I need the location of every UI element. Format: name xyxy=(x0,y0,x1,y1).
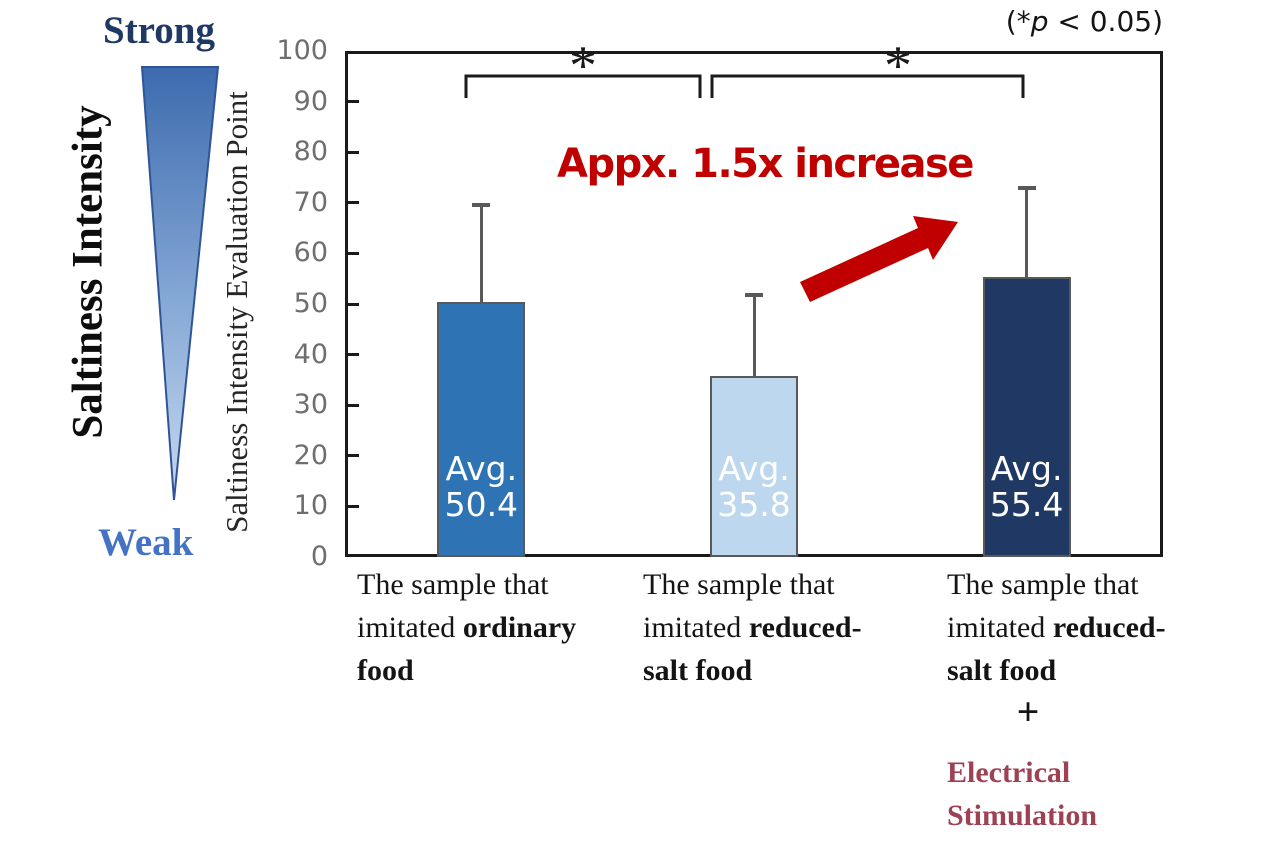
category-label-ordinary-food: The sample that imitated ordinary food xyxy=(357,563,657,692)
error-bar-cap xyxy=(745,292,763,297)
category-label-line: food xyxy=(357,649,657,692)
bar-avg-label: Avg. 50.4 xyxy=(439,448,523,524)
category-label-line: imitated ordinary xyxy=(357,606,657,649)
category-label-reduced-salt-food: The sample that imitated reduced-salt foo… xyxy=(643,563,943,692)
y-tick-label: 30 xyxy=(293,389,328,421)
saltiness-intensity-title: Saltiness Intensity xyxy=(64,105,112,439)
electrical-stimulation-line: Stimulation xyxy=(947,799,1098,832)
category-label-text: imitated xyxy=(357,611,463,644)
strong-label: Strong xyxy=(103,9,215,52)
category-label-reduced-salt-food-electrical-stimulation: The sample that imitated reduced-salt foo… xyxy=(947,563,1247,692)
category-label-bold-text: ordinary xyxy=(462,611,577,644)
electrical-stimulation-label: Electrical Stimulation xyxy=(947,751,1097,837)
y-tick-label: 100 xyxy=(276,35,328,66)
significance-asterisk: * xyxy=(884,35,912,97)
y-tick-label: 90 xyxy=(293,85,328,117)
y-tick-mark xyxy=(348,150,359,154)
category-label-bold-text: salt food xyxy=(643,654,753,687)
y-tick-mark xyxy=(348,353,359,357)
category-label-bold-text: reduced- xyxy=(1052,611,1166,644)
bar-avg-label: Avg. 35.8 xyxy=(712,448,796,524)
bar-ordinary-food: Avg. 50.4 xyxy=(437,301,526,557)
y-tick-label: 80 xyxy=(293,136,328,168)
y-tick-label: 0 xyxy=(310,541,328,572)
y-tick-label: 70 xyxy=(293,186,328,218)
category-label-text: imitated xyxy=(643,611,749,644)
y-axis-title: Saltiness Intensity Evaluation Point xyxy=(219,91,254,533)
error-bar-cap xyxy=(1017,186,1036,191)
bar-avg-label: Avg. 55.4 xyxy=(985,448,1069,524)
plus-sign: + xyxy=(1016,689,1040,734)
error-bar-cap xyxy=(472,203,491,208)
y-tick-label: 50 xyxy=(293,288,328,319)
avg-value: 55.4 xyxy=(989,484,1064,524)
category-label-text: The sample that xyxy=(357,568,549,601)
saltiness-gradient-triangle xyxy=(140,66,220,501)
bar-reduced-salt-food: Avg. 35.8 xyxy=(710,375,798,557)
gradient-triangle-shape xyxy=(140,66,220,501)
increase-annotation: Appx. 1.5x increase xyxy=(557,141,974,187)
error-bar-whisker xyxy=(752,294,756,376)
category-label-text: The sample that xyxy=(643,568,835,601)
y-tick-mark xyxy=(348,403,359,407)
y-tick-mark xyxy=(348,251,359,255)
error-bar-whisker xyxy=(479,205,483,302)
y-tick-mark xyxy=(348,504,359,508)
error-bar-whisker xyxy=(1025,188,1029,277)
y-tick-mark xyxy=(348,201,359,205)
electrical-stimulation-line: Electrical xyxy=(947,756,1071,789)
category-label-line: salt food xyxy=(947,649,1247,692)
category-label-text: The sample that xyxy=(947,568,1139,601)
y-tick-label: 40 xyxy=(293,338,328,370)
significance-note-p: p xyxy=(1030,5,1049,38)
y-tick-mark xyxy=(348,100,359,104)
significance-asterisk: * xyxy=(569,35,597,97)
y-tick-mark xyxy=(348,454,359,458)
bar-reduced-salt-food-electrical-stimulation: Avg. 55.4 xyxy=(982,276,1071,557)
avg-prefix: Avg. xyxy=(990,448,1063,488)
category-label-line: imitated reduced- xyxy=(947,606,1247,649)
y-tick-label: 10 xyxy=(293,490,328,522)
significance-note: (*p < 0.05) xyxy=(1006,5,1163,38)
avg-value: 35.8 xyxy=(717,484,791,524)
category-label-line: salt food xyxy=(643,649,943,692)
category-label-text: imitated xyxy=(947,611,1053,644)
y-tick-mark xyxy=(348,302,359,306)
significance-note-open: (* xyxy=(1005,5,1031,38)
category-label-line: The sample that xyxy=(947,563,1247,606)
avg-value: 50.4 xyxy=(444,484,519,524)
category-label-line: The sample that xyxy=(357,563,657,606)
significance-note-rest: < 0.05) xyxy=(1048,5,1163,38)
y-tick-label: 60 xyxy=(293,237,328,269)
y-tick-label: 20 xyxy=(293,439,328,471)
category-label-bold-text: salt food xyxy=(947,654,1057,687)
avg-prefix: Avg. xyxy=(718,448,790,488)
weak-label: Weak xyxy=(98,521,194,564)
category-label-bold-text: food xyxy=(357,654,414,687)
category-label-line: imitated reduced- xyxy=(643,606,943,649)
category-label-line: The sample that xyxy=(643,563,943,606)
avg-prefix: Avg. xyxy=(445,448,518,488)
category-label-bold-text: reduced- xyxy=(748,611,862,644)
